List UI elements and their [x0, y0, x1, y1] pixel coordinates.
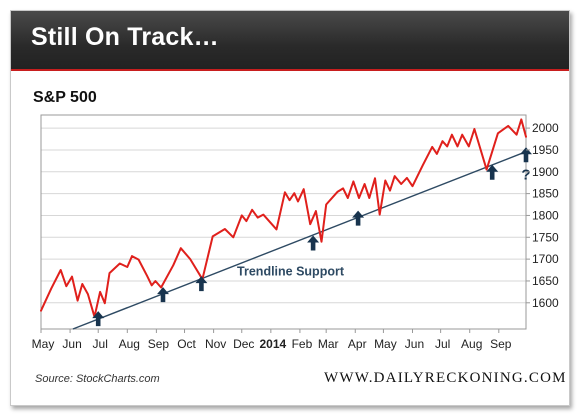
y-tick-label: 1900 — [532, 165, 559, 179]
y-tick-label: 1600 — [532, 296, 559, 310]
y-axis: 1600 1650 1700 1750 1800 1850 1900 1950 2000 — [526, 121, 559, 310]
support-arrows: ? — [92, 147, 532, 327]
x-tick-label: Jun — [405, 337, 424, 351]
support-arrow-icon — [520, 147, 532, 163]
x-tick-label: Dec — [233, 337, 254, 351]
x-tick-label: Sep — [148, 337, 170, 351]
y-tick-label: 2000 — [532, 121, 559, 135]
support-arrow-icon — [157, 287, 169, 303]
y-tick-label: 1800 — [532, 208, 559, 222]
x-tick-label: Jul — [435, 337, 450, 351]
support-arrow-icon — [352, 210, 365, 226]
y-tick-label: 1950 — [532, 143, 559, 157]
x-tick-label: Jun — [62, 337, 81, 351]
x-tick-label: May — [32, 337, 55, 351]
brand-url: WWW.DAILYRECKONING.COM — [324, 370, 567, 386]
x-tick-label: Feb — [292, 337, 313, 351]
support-arrow-icon — [307, 235, 320, 251]
x-tick-label: May — [374, 337, 397, 351]
y-tick-label: 1750 — [532, 230, 559, 244]
chart-header: Still On Track… — [11, 11, 569, 71]
support-arrow-icon — [486, 164, 499, 180]
y-tick-label: 1650 — [532, 274, 559, 288]
x-tick-label: 2014 — [259, 337, 286, 351]
trendline-label: Trendline Support — [237, 265, 345, 279]
x-tick-label: Sep — [490, 337, 512, 351]
x-tick-label: Oct — [177, 337, 196, 351]
x-tick-label: Apr — [348, 337, 367, 351]
trendline-group: Trendline Support — [72, 151, 527, 330]
y-tick-label: 1700 — [532, 252, 559, 266]
sp500-line-chart: Trendline Support ? 1600 1650 1700 1750 1800… — [32, 114, 559, 351]
chart-title: S&P 500 — [33, 89, 97, 106]
sp500-price-line — [40, 118, 527, 318]
y-tick-label: 1850 — [532, 187, 559, 201]
question-mark-label: ? — [521, 167, 530, 184]
x-tick-label: Aug — [461, 337, 482, 351]
plot-frame — [40, 114, 527, 330]
source-note: Source: StockCharts.com — [35, 373, 160, 385]
x-tick-label: Aug — [119, 337, 140, 351]
support-arrow-icon — [92, 311, 105, 327]
chart-header-title: Still On Track… — [31, 23, 219, 51]
x-tick-label: Mar — [318, 337, 339, 351]
trendline — [72, 151, 527, 330]
x-tick-label: Nov — [205, 337, 226, 351]
x-tick-label: Jul — [93, 337, 108, 351]
grid-lines — [41, 127, 526, 304]
support-arrow-icon — [195, 276, 208, 292]
price-series-group — [40, 118, 527, 318]
chart-card: Still On Track… S&P 500 Trendline Suppor… — [10, 10, 570, 406]
x-axis: May Jun Jul Aug Sep Oct Nov Dec 2014 Feb Mar Apr May… — [32, 329, 512, 351]
